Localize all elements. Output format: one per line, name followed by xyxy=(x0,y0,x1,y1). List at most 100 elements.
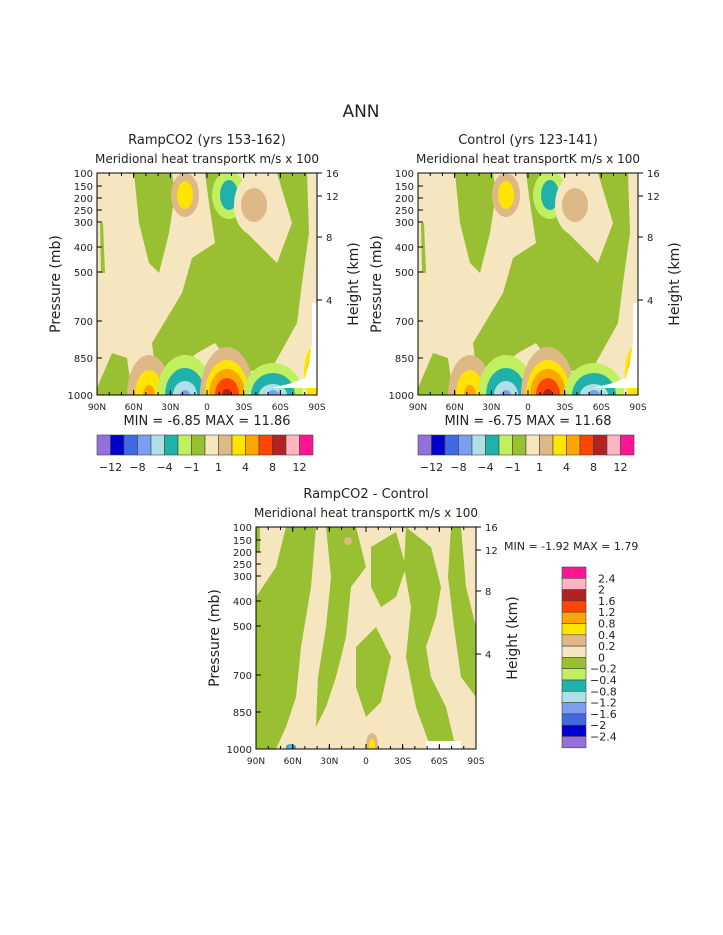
contour-negative-region xyxy=(404,527,456,749)
y-right-tick-label: 8 xyxy=(485,587,491,598)
colorbar-label: 2 xyxy=(598,584,605,597)
y-right-tick-label: 8 xyxy=(647,233,653,244)
x-tick-label: 60S xyxy=(272,403,289,413)
colorbar-box xyxy=(512,434,527,456)
y-tick-label: 200 xyxy=(233,548,252,559)
y-right-tick-label: 16 xyxy=(326,169,339,180)
min-max-label: MIN = -1.92 MAX = 1.79 xyxy=(504,540,638,553)
colorbar-label: −4 xyxy=(156,461,172,474)
contour-negative-region xyxy=(371,532,406,607)
colorbar-label: −2.4 xyxy=(590,731,617,744)
contour-field xyxy=(97,173,317,395)
y-right-tick-label: 8 xyxy=(326,233,332,244)
y-tick-label: 100 xyxy=(233,523,252,534)
y-tick-label: 850 xyxy=(395,354,414,365)
y-tick-label: 150 xyxy=(74,182,93,193)
plot-subtitle-left: Meridional heat transport xyxy=(416,152,569,166)
missing-data-region xyxy=(426,741,461,749)
colorbar-box xyxy=(498,434,513,456)
y-tick-label: 200 xyxy=(74,194,93,205)
colorbar-box xyxy=(561,566,587,579)
y-tick-label: 300 xyxy=(395,218,414,229)
x-tick-label: 90N xyxy=(247,757,265,767)
y-tick-label: 150 xyxy=(233,536,252,547)
y-right-tick-label: 16 xyxy=(647,169,660,180)
colorbar-label: −1.2 xyxy=(590,697,617,710)
contour-negative-region xyxy=(455,173,496,273)
colorbar-label: 0.4 xyxy=(598,629,616,642)
y-right-tick-label: 12 xyxy=(647,192,660,203)
contour-10 xyxy=(498,181,514,209)
plot-title: RampCO2 (yrs 153-162) xyxy=(128,133,286,148)
contour-10 xyxy=(135,370,163,395)
y-right-axis-label: Height (km) xyxy=(667,242,683,325)
y-tick-label: 250 xyxy=(395,206,414,217)
x-tick-label: 60N xyxy=(125,403,143,413)
colorbar-box xyxy=(561,657,587,670)
plot-title: Control (yrs 123-141) xyxy=(458,133,598,148)
x-tick-label: 30N xyxy=(482,403,500,413)
colorbar-box xyxy=(191,434,206,456)
x-tick-label: 60N xyxy=(446,403,464,413)
colorbar-box xyxy=(561,623,587,636)
y-tick-label: 400 xyxy=(233,597,252,608)
y-right-tick-label: 4 xyxy=(485,650,491,661)
contour-9 xyxy=(344,537,352,545)
missing-data-region xyxy=(593,303,638,388)
colorbar-box xyxy=(258,434,273,456)
colorbar-label: −0.2 xyxy=(590,663,617,676)
colorbar-label: 4 xyxy=(563,461,570,474)
x-tick-label: 30N xyxy=(320,757,338,767)
y-tick-label: 250 xyxy=(74,206,93,217)
colorbar-box xyxy=(110,434,125,456)
contour-negative-region xyxy=(100,223,105,273)
colorbar-label: −0.4 xyxy=(590,674,617,687)
x-tick-label: 30S xyxy=(556,403,573,413)
colorbar-label: −8 xyxy=(450,461,466,474)
colorbar-label: −2 xyxy=(590,719,606,732)
contour-4 xyxy=(173,381,197,395)
y-tick-label: 700 xyxy=(74,317,93,328)
y-axis-label: Pressure (mb) xyxy=(207,589,223,687)
contour-negative-region xyxy=(448,527,476,697)
y-right-tick-label: 16 xyxy=(485,523,498,534)
y-tick-label: 500 xyxy=(395,268,414,279)
colorbar-box xyxy=(579,434,594,456)
y-tick-label: 1000 xyxy=(389,391,414,402)
contour-12 xyxy=(536,378,560,395)
x-tick-label: 60S xyxy=(431,757,448,767)
colorbar-label: −12 xyxy=(420,461,443,474)
colorbar-box xyxy=(606,434,621,456)
contour-10 xyxy=(369,739,375,749)
colorbar-box xyxy=(299,434,314,456)
colorbar-label: −1 xyxy=(504,461,520,474)
y-right-axis-label: Height (km) xyxy=(346,242,362,325)
x-tick-label: 30N xyxy=(161,403,179,413)
x-tick-label: 30S xyxy=(235,403,252,413)
contour-negative-region xyxy=(473,173,630,383)
colorbar-box xyxy=(164,434,179,456)
y-tick-label: 1000 xyxy=(68,391,93,402)
contour-negative-region xyxy=(316,527,366,727)
x-tick-label: 90S xyxy=(467,757,484,767)
missing-data-region xyxy=(272,303,317,388)
plot-title: RampCO2 - Control xyxy=(303,487,428,502)
x-tick-label: 90N xyxy=(409,403,427,413)
contour-10 xyxy=(456,370,484,395)
colorbar-box xyxy=(561,713,587,726)
colorbar-label: 8 xyxy=(269,461,276,474)
contour-negative-region xyxy=(418,353,453,395)
colorbar-label: 0.2 xyxy=(598,640,616,653)
colorbar-box xyxy=(96,434,111,456)
colorbar-box xyxy=(566,434,581,456)
colorbar-box xyxy=(561,634,587,647)
colorbar-box xyxy=(620,434,635,456)
colorbar-label: 1 xyxy=(536,461,543,474)
colorbar-box xyxy=(561,668,587,681)
colorbar-label: −1.6 xyxy=(590,708,617,721)
y-tick-label: 1000 xyxy=(227,745,252,756)
colorbar-label: −4 xyxy=(477,461,493,474)
plot-subtitle-right: K m/s x 100 xyxy=(407,506,478,520)
colorbar-box xyxy=(539,434,554,456)
